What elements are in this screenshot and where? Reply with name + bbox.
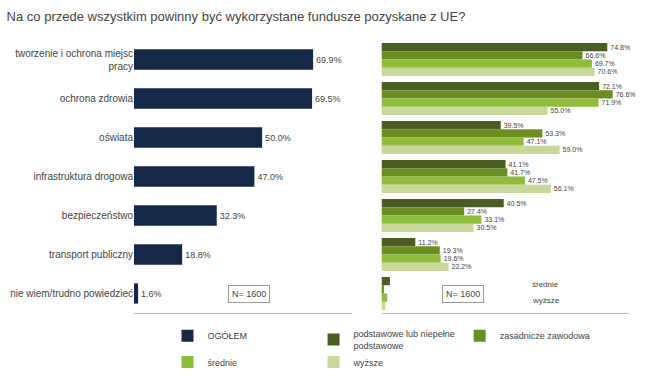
svg-text:41.7%: 41.7% (510, 169, 530, 176)
svg-text:39.5%: 39.5% (504, 122, 524, 129)
svg-text:27.4%: 27.4% (467, 208, 487, 215)
svg-text:średnie: średnie (532, 280, 559, 289)
svg-text:bezpieczeństwo: bezpieczeństwo (62, 210, 134, 221)
svg-text:tworzenie i ochrona miejscprac: tworzenie i ochrona miejscpracy (15, 48, 133, 72)
svg-text:19.6%: 19.6% (444, 255, 464, 262)
svg-text:infrastruktura drogowa: infrastruktura drogowa (34, 171, 134, 182)
svg-text:71.9%: 71.9% (602, 99, 622, 106)
svg-text:Na co przede wszystkim powinny: Na co przede wszystkim powinny być wykor… (7, 9, 466, 24)
svg-text:zasadnicze zawodowa: zasadnicze zawodowa (500, 331, 590, 341)
svg-text:19.3%: 19.3% (443, 247, 463, 254)
svg-text:oświata: oświata (99, 132, 133, 143)
svg-text:OGÓŁEM: OGÓŁEM (208, 331, 248, 341)
svg-text:41.1%: 41.1% (509, 161, 529, 168)
svg-text:podstawowe lub niepełnepodstaw: podstawowe lub niepełnepodstawowe (354, 329, 455, 351)
svg-text:47.0%: 47.0% (257, 172, 283, 182)
svg-text:47.5%: 47.5% (528, 177, 548, 184)
svg-text:53.3%: 53.3% (545, 130, 565, 137)
svg-text:55.0%: 55.0% (551, 107, 571, 114)
svg-text:30.5%: 30.5% (477, 224, 497, 231)
svg-text:ochrona zdrowia: ochrona zdrowia (60, 93, 134, 104)
svg-text:N= 1600: N= 1600 (232, 289, 266, 299)
svg-text:69.9%: 69.9% (316, 55, 342, 65)
svg-text:1.6%: 1.6% (141, 289, 162, 299)
svg-text:transport publiczny: transport publiczny (49, 249, 133, 260)
svg-text:wyższe: wyższe (353, 358, 384, 368)
svg-text:59.0%: 59.0% (563, 146, 583, 153)
svg-text:22.2%: 22.2% (452, 263, 472, 270)
svg-text:66.6%: 66.6% (586, 52, 606, 59)
svg-text:56.1%: 56.1% (554, 185, 574, 192)
svg-text:69.5%: 69.5% (315, 94, 341, 104)
svg-text:74.8%: 74.8% (610, 44, 630, 51)
svg-text:11.2%: 11.2% (418, 239, 437, 246)
svg-text:50.0%: 50.0% (265, 133, 291, 143)
svg-text:76.6%: 76.6% (616, 91, 636, 98)
svg-text:72.1%: 72.1% (602, 83, 622, 90)
svg-text:70.6%: 70.6% (598, 68, 618, 75)
svg-text:33.1%: 33.1% (484, 216, 504, 223)
svg-text:18.8%: 18.8% (185, 250, 211, 260)
svg-text:N= 1600: N= 1600 (446, 289, 480, 299)
svg-text:nie wiem/trudno powiedzieć: nie wiem/trudno powiedzieć (10, 288, 133, 299)
svg-text:średnie: średnie (208, 358, 238, 368)
svg-text:40.5%: 40.5% (507, 200, 527, 207)
svg-text:69.7%: 69.7% (595, 60, 615, 67)
svg-text:32.3%: 32.3% (220, 211, 246, 221)
svg-text:47.1%: 47.1% (527, 138, 547, 145)
svg-text:wyższe: wyższe (532, 296, 560, 305)
